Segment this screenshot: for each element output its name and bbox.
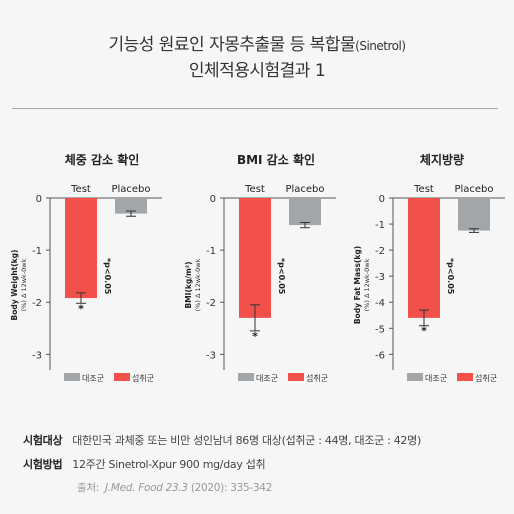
page-title-line1: 기능성 원료인 자몽추출물 등 복합물(Sinetrol) xyxy=(0,30,514,55)
p-value-label: *p<0.05 xyxy=(103,258,112,295)
legend-label-control: 대조군 xyxy=(82,374,104,383)
subject-label: 시험대상 xyxy=(23,434,63,447)
y-tick-label: -2 xyxy=(206,298,216,309)
footer-method: 시험방법 12주간 Sinetrol-Xpur 900 mg/day 섭취 xyxy=(23,456,266,472)
y-tick-label: -2 xyxy=(32,298,42,309)
category-label: Test xyxy=(70,184,91,195)
y-axis-sublabel: (%) Δ 12wk-0wk xyxy=(363,258,371,311)
bar xyxy=(115,198,147,214)
legend-label-control: 대조군 xyxy=(425,374,447,383)
source-journal: J.Med. Food 23.3 xyxy=(105,482,188,494)
y-tick-label: 0 xyxy=(210,194,216,205)
y-tick-label: -5 xyxy=(375,324,385,335)
legend-swatch-test xyxy=(288,373,304,381)
footer-subject: 시험대상 대한민국 과체중 또는 비만 성인남녀 86명 대상(섭취군 : 44명… xyxy=(23,432,421,448)
chart-title: 체지방량 xyxy=(420,152,464,167)
legend-label-test: 섭취군 xyxy=(132,373,154,383)
bar xyxy=(458,198,490,231)
y-tick-label: 0 xyxy=(379,194,385,205)
method-label: 시험방법 xyxy=(23,458,63,471)
chart-title: BMI 감소 확인 xyxy=(237,152,315,167)
category-label: Placebo xyxy=(285,184,324,195)
bar xyxy=(65,198,97,299)
legend-label-test: 섭취군 xyxy=(475,373,497,383)
legend-swatch-test xyxy=(457,373,473,381)
y-axis-sublabel: (%) Δ 12wk-0wk xyxy=(20,258,28,311)
y-axis-label: BMI(kg/m²) xyxy=(184,261,193,308)
y-tick-label: 0 xyxy=(36,194,42,205)
subject-text: 대한민국 과체중 또는 비만 성인남녀 86명 대상(섭취군 : 44명, 대조… xyxy=(72,434,421,447)
y-tick-label: -3 xyxy=(375,272,385,283)
y-axis-label: Body Fat Mass(kg) xyxy=(353,246,362,324)
y-axis-label: Body Weight(kg) xyxy=(10,250,19,321)
category-label: Test xyxy=(244,184,265,195)
bar xyxy=(289,198,321,226)
legend-swatch-control xyxy=(238,373,254,381)
y-tick-label: -3 xyxy=(32,350,42,361)
significance-star: * xyxy=(78,302,84,315)
category-label: Placebo xyxy=(111,184,150,195)
p-value-label: *p<0.05 xyxy=(277,258,286,295)
y-tick-label: -1 xyxy=(32,246,42,257)
legend-swatch-control xyxy=(64,373,80,381)
legend-swatch-control xyxy=(407,373,423,381)
category-label: Test xyxy=(413,184,434,195)
y-tick-label: -3 xyxy=(206,350,216,361)
chart-title: 체중 감소 확인 xyxy=(65,152,140,167)
legend-label-test: 섭취군 xyxy=(306,373,328,383)
source-rest: (2020): 335-342 xyxy=(190,482,273,494)
p-value-label: *p<0.05 xyxy=(446,258,455,295)
y-tick-label: -6 xyxy=(375,350,385,361)
y-axis-sublabel: (%) Δ 12wk-0wk xyxy=(194,258,202,311)
bar xyxy=(239,198,271,318)
divider xyxy=(12,108,498,109)
y-tick-label: -2 xyxy=(375,246,385,257)
y-tick-label: -1 xyxy=(206,246,216,257)
page-title-line2: 인체적용시험결과 1 xyxy=(188,61,326,81)
y-tick-label: -4 xyxy=(375,298,385,309)
category-label: Placebo xyxy=(454,184,493,195)
method-text: 12주간 Sinetrol-Xpur 900 mg/day 섭취 xyxy=(72,458,266,471)
legend-swatch-test xyxy=(114,373,130,381)
bar xyxy=(408,198,440,318)
y-tick-label: -1 xyxy=(375,220,385,231)
footer-source: 출처: J.Med. Food 23.3 (2020): 335-342 xyxy=(77,480,272,495)
title-main: 기능성 원료인 자몽추출물 등 복합물 xyxy=(108,35,356,55)
charts-area: 체중 감소 확인 Test Placebo 0 -1 -2 -3 * *p<0.05 Body W… xyxy=(10,152,505,383)
title-paren: (Sinetrol) xyxy=(355,39,406,53)
source-prefix: 출처: xyxy=(77,482,99,494)
significance-star: * xyxy=(421,325,427,338)
significance-star: * xyxy=(252,330,258,343)
legend-label-control: 대조군 xyxy=(256,374,278,383)
